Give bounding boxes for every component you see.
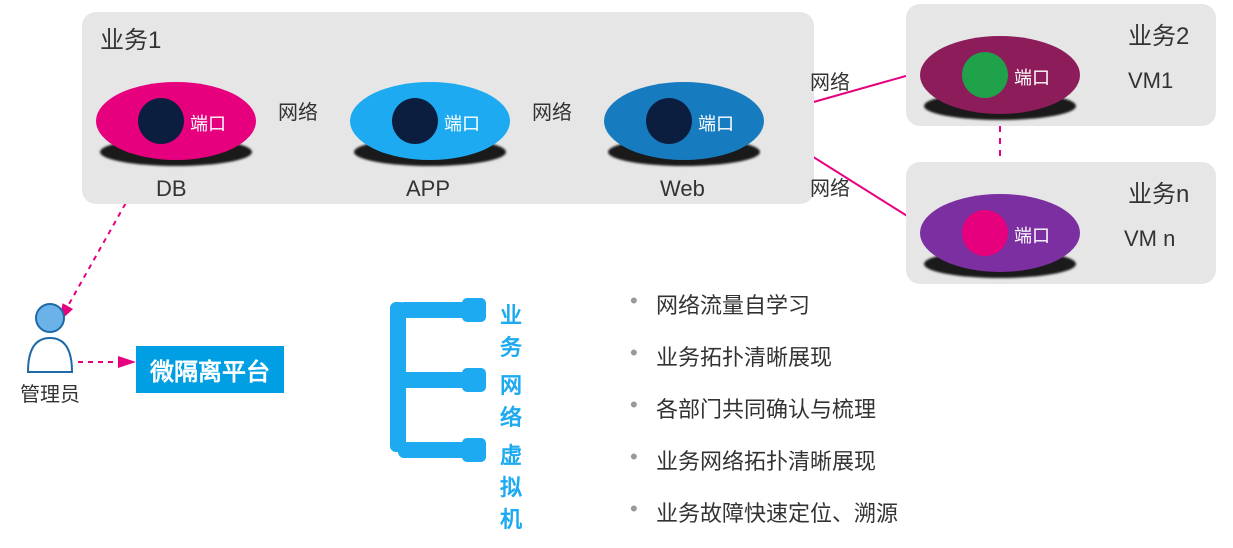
- edge-label: 网络: [532, 96, 572, 125]
- tree-branch-label: 网络: [500, 368, 540, 432]
- platform-box: 微隔离平台: [136, 346, 284, 393]
- node-db: 端口: [96, 82, 256, 160]
- category-tree: 业务网络虚拟机: [370, 290, 540, 475]
- port-label: 端口: [698, 110, 734, 136]
- edge-label: 网络: [278, 96, 318, 125]
- node-sub-label: DB: [156, 176, 187, 202]
- port-label: 端口: [444, 110, 480, 136]
- node-vm1: 端口: [920, 36, 1080, 114]
- tree-branch-label: 虚拟机: [500, 438, 540, 534]
- bullet-item: 业务网络拓扑清晰展现: [630, 444, 898, 476]
- group-title: 业务2: [1128, 16, 1189, 51]
- bullet-item: 网络流量自学习: [630, 288, 898, 320]
- group-title: 业务n: [1128, 174, 1189, 209]
- node-web: 端口: [604, 82, 764, 160]
- tree-branch-label: 业务: [500, 298, 540, 362]
- bullet-item: 各部门共同确认与梳理: [630, 392, 898, 424]
- port-label: 端口: [1014, 222, 1050, 248]
- admin-figure: 管理员: [20, 302, 80, 407]
- edge-label: 网络: [810, 66, 850, 95]
- node-sub-label: VM n: [1124, 226, 1175, 252]
- port-label: 端口: [1014, 64, 1050, 90]
- node-app: 端口: [350, 82, 510, 160]
- node-vmn: 端口: [920, 194, 1080, 272]
- node-sub-label: Web: [660, 176, 705, 202]
- port-label: 端口: [190, 110, 226, 136]
- edge-label: 网络: [810, 172, 850, 201]
- admin-label: 管理员: [20, 378, 80, 407]
- bullet-item: 业务故障快速定位、溯源: [630, 496, 898, 528]
- node-sub-label: VM1: [1128, 68, 1173, 94]
- bullet-item: 业务拓扑清晰展现: [630, 340, 898, 372]
- node-sub-label: APP: [406, 176, 450, 202]
- feature-bullets: 网络流量自学习业务拓扑清晰展现各部门共同确认与梳理业务网络拓扑清晰展现业务故障快…: [630, 288, 898, 548]
- group-title: 业务1: [100, 20, 161, 55]
- micro-segmentation-diagram: 端口 端口 端口 端口 端口 网络网络网络网络 管理员 微隔离平台 业务网络虚拟…: [0, 0, 1233, 503]
